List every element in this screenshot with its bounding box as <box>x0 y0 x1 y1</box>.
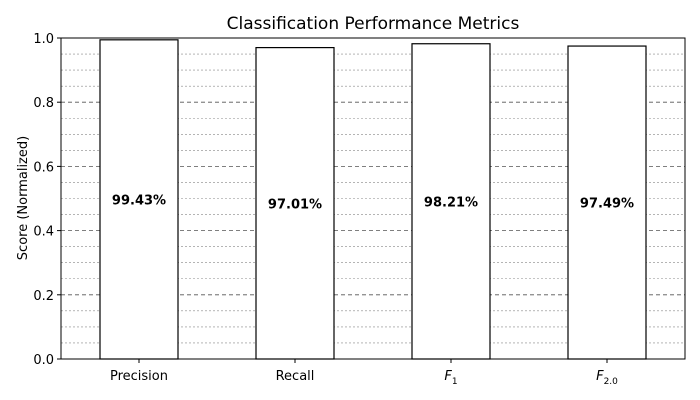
x-axis-ticks: Precision Recall F1 F2.0 <box>110 359 618 387</box>
x-tick-label: F1 <box>444 369 457 387</box>
x-tick-label: Recall <box>276 369 315 384</box>
bars <box>99 39 647 360</box>
y-tick-label: 0.0 <box>33 353 54 368</box>
y-axis-ticks: 0.0 0.2 0.4 0.6 0.8 1.0 <box>33 32 61 368</box>
chart-title: Classification Performance Metrics <box>227 14 520 34</box>
y-tick-label: 0.2 <box>33 289 54 304</box>
y-tick-label: 0.6 <box>33 160 54 175</box>
y-axis-label: Score (Normalized) <box>16 136 31 260</box>
x-tick-label: Precision <box>110 369 168 384</box>
plot-frame <box>60 37 686 360</box>
y-tick-label: 0.8 <box>33 96 54 111</box>
x-tick-label: F2.0 <box>596 369 618 387</box>
bar-value-label: 97.01% <box>268 197 322 212</box>
y-tick-label: 0.4 <box>33 225 54 240</box>
bar-value-label: 99.43% <box>112 193 166 208</box>
data-labels: 99.43% 97.01% 98.21% 97.49% <box>112 193 634 212</box>
bar-value-label: 98.21% <box>424 195 478 210</box>
y-tick-label: 1.0 <box>33 32 54 47</box>
bar-value-label: 97.49% <box>580 197 634 212</box>
bar <box>567 45 647 360</box>
